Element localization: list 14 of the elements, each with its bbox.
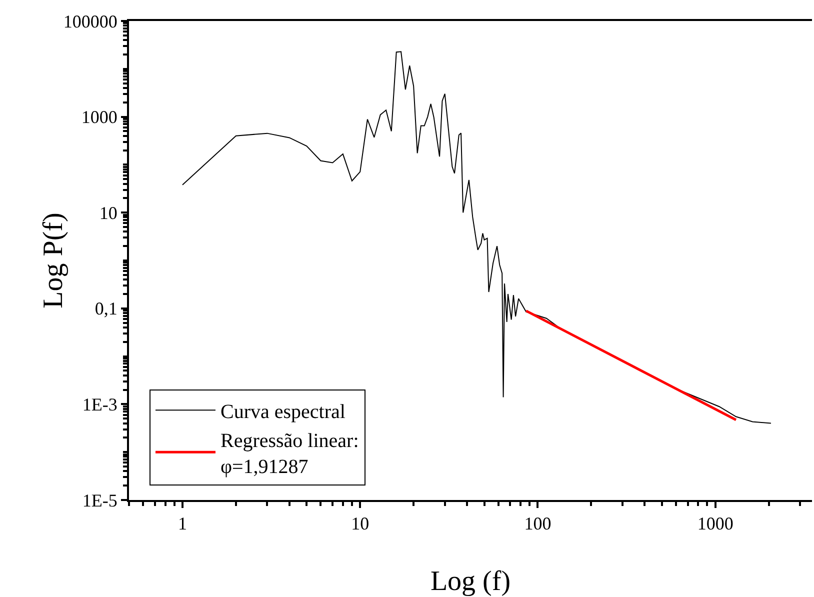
- y-tick-label: 1E-5: [82, 490, 118, 510]
- x-tick-label: 1000: [697, 514, 734, 534]
- y-axis-title: Log P(f): [38, 212, 69, 308]
- y-tick-label: 1E-3: [82, 394, 118, 414]
- legend-label: Curva espectral: [220, 400, 346, 423]
- y-tick-label: 10: [99, 202, 118, 223]
- x-tick-label: 1: [178, 514, 187, 534]
- x-tick-label: 100: [524, 514, 552, 534]
- y-tick-label: 100000: [63, 11, 118, 32]
- x-axis-title: Log (f): [430, 566, 511, 597]
- y-tick-label: 1000: [81, 107, 118, 128]
- legend-label: Regressão linear: φ=1,91287: [220, 430, 359, 478]
- y-tick-label: 0,1: [94, 298, 118, 319]
- x-tick-label: 10: [351, 514, 370, 534]
